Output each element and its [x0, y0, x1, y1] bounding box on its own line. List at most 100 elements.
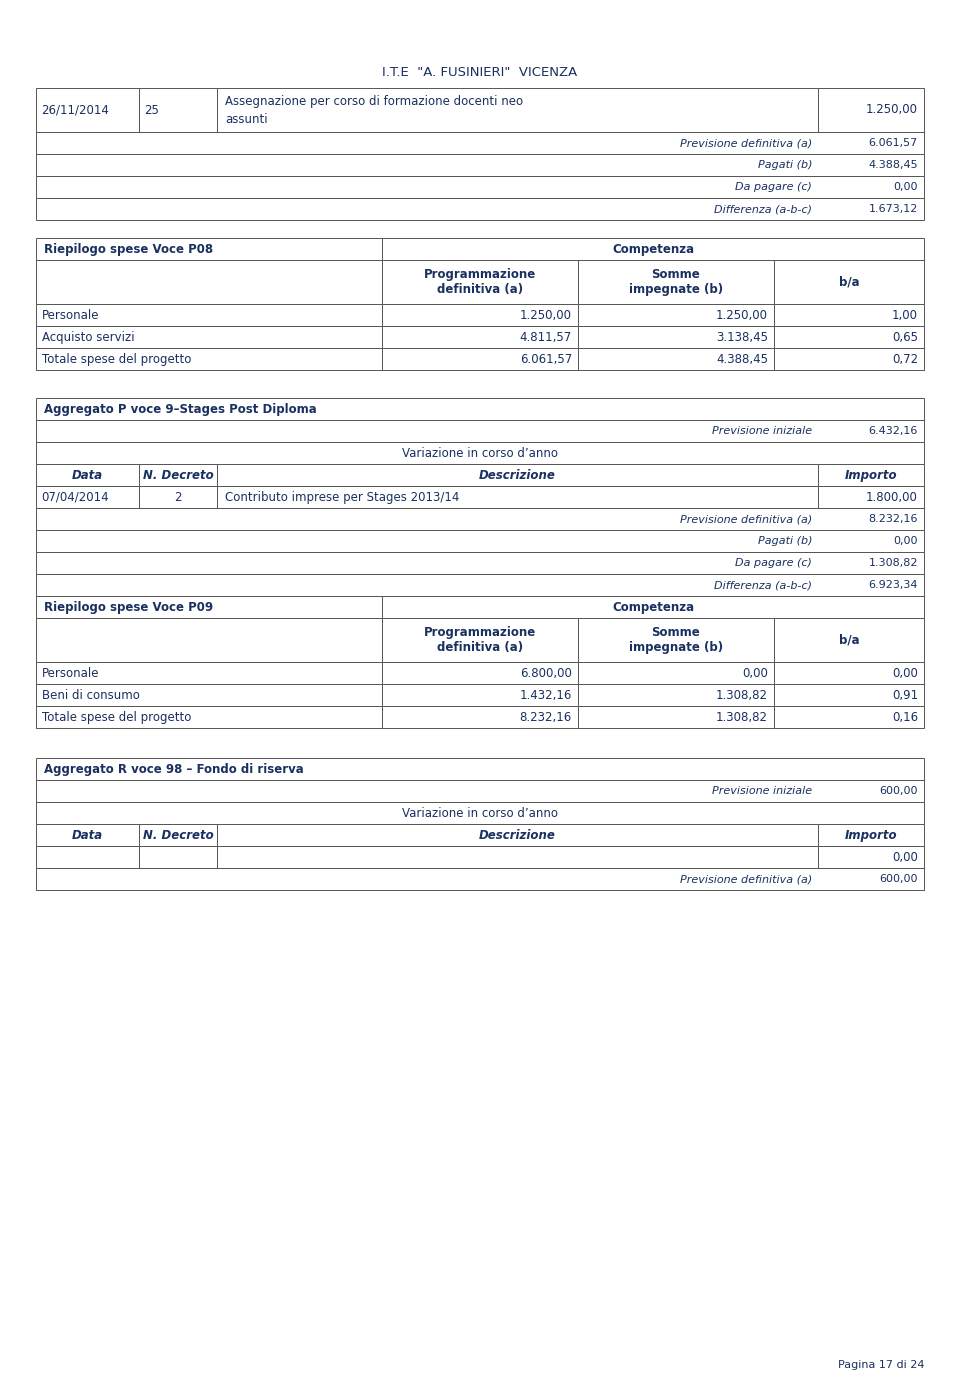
- Bar: [36, 486, 139, 507]
- Text: 1.673,12: 1.673,12: [869, 204, 918, 214]
- Text: 4.811,57: 4.811,57: [519, 331, 572, 343]
- Text: Data: Data: [72, 468, 103, 481]
- Text: 6.800,00: 6.800,00: [520, 666, 572, 680]
- Bar: [578, 304, 774, 327]
- Bar: [36, 619, 382, 662]
- Text: Pagati (b): Pagati (b): [757, 160, 812, 170]
- Bar: [818, 464, 924, 486]
- Text: Previsione iniziale: Previsione iniziale: [712, 785, 812, 796]
- Text: Aggregato P voce 9–Stages Post Diploma: Aggregato P voce 9–Stages Post Diploma: [44, 403, 317, 416]
- Text: 0,00: 0,00: [894, 537, 918, 546]
- Text: Descrizione: Descrizione: [479, 468, 556, 481]
- Text: Variazione in corso d’anno: Variazione in corso d’anno: [402, 806, 558, 820]
- Text: 1.308,82: 1.308,82: [716, 688, 768, 702]
- Text: Competenza: Competenza: [612, 600, 694, 613]
- Bar: [36, 132, 924, 154]
- Bar: [36, 706, 382, 728]
- Bar: [217, 847, 818, 867]
- Bar: [818, 824, 924, 847]
- Text: N. Decreto: N. Decreto: [143, 468, 213, 481]
- Bar: [36, 260, 382, 304]
- Text: Da pagare (c): Da pagare (c): [735, 182, 812, 192]
- Text: Riepilogo spese Voce P09: Riepilogo spese Voce P09: [44, 600, 213, 613]
- Text: 0,00: 0,00: [894, 182, 918, 192]
- Text: 8.232,16: 8.232,16: [519, 710, 572, 724]
- Bar: [36, 662, 382, 684]
- Bar: [774, 619, 924, 662]
- Bar: [36, 348, 382, 370]
- Text: Personale: Personale: [42, 309, 100, 321]
- Text: 07/04/2014: 07/04/2014: [41, 491, 108, 503]
- Bar: [774, 662, 924, 684]
- Text: N. Decreto: N. Decreto: [143, 828, 213, 841]
- Bar: [36, 197, 924, 220]
- Text: Programmazione: Programmazione: [424, 268, 536, 281]
- Text: Beni di consumo: Beni di consumo: [42, 688, 140, 702]
- Bar: [36, 327, 382, 348]
- Text: Totale spese del progetto: Totale spese del progetto: [42, 353, 191, 366]
- Bar: [774, 706, 924, 728]
- Text: 4.388,45: 4.388,45: [869, 160, 918, 170]
- Bar: [36, 802, 924, 824]
- Bar: [36, 238, 382, 260]
- Bar: [36, 530, 924, 552]
- Text: Previsione definitiva (a): Previsione definitiva (a): [680, 874, 812, 884]
- Bar: [139, 464, 217, 486]
- Text: Da pagare (c): Da pagare (c): [735, 557, 812, 569]
- Text: Pagina 17 di 24: Pagina 17 di 24: [837, 1359, 924, 1371]
- Text: definitiva (a): definitiva (a): [437, 641, 523, 655]
- Bar: [36, 507, 924, 530]
- Text: Previsione definitiva (a): Previsione definitiva (a): [680, 138, 812, 147]
- Text: impegnate (b): impegnate (b): [629, 641, 723, 655]
- Bar: [382, 619, 578, 662]
- Text: 0,00: 0,00: [742, 666, 768, 680]
- Bar: [818, 88, 924, 132]
- Text: 0,72: 0,72: [892, 353, 918, 366]
- Text: Programmazione: Programmazione: [424, 626, 536, 638]
- Bar: [382, 684, 578, 706]
- Bar: [382, 260, 578, 304]
- Text: b/a: b/a: [839, 275, 859, 289]
- Bar: [36, 596, 382, 619]
- Bar: [36, 442, 924, 464]
- Bar: [818, 847, 924, 867]
- Text: 1.250,00: 1.250,00: [520, 309, 572, 321]
- Text: 600,00: 600,00: [879, 785, 918, 796]
- Bar: [139, 88, 217, 132]
- Text: 0,16: 0,16: [892, 710, 918, 724]
- Text: Assegnazione per corso di formazione docenti neo: Assegnazione per corso di formazione doc…: [225, 95, 523, 107]
- Bar: [36, 177, 924, 197]
- Text: 1,00: 1,00: [892, 309, 918, 321]
- Bar: [36, 867, 924, 890]
- Bar: [382, 706, 578, 728]
- Bar: [382, 596, 924, 619]
- Bar: [578, 706, 774, 728]
- Text: Personale: Personale: [42, 666, 100, 680]
- Text: 600,00: 600,00: [879, 874, 918, 884]
- Text: b/a: b/a: [839, 634, 859, 646]
- Bar: [818, 486, 924, 507]
- Text: Acquisto servizi: Acquisto servizi: [42, 331, 134, 343]
- Text: Variazione in corso d’anno: Variazione in corso d’anno: [402, 446, 558, 460]
- Text: 1.250,00: 1.250,00: [716, 309, 768, 321]
- Text: Riepilogo spese Voce P08: Riepilogo spese Voce P08: [44, 242, 213, 256]
- Bar: [36, 154, 924, 177]
- Text: Previsione definitiva (a): Previsione definitiva (a): [680, 514, 812, 524]
- Bar: [217, 486, 818, 507]
- Text: Descrizione: Descrizione: [479, 828, 556, 841]
- Text: 1.250,00: 1.250,00: [866, 103, 918, 117]
- Text: Importo: Importo: [845, 468, 898, 481]
- Text: 6.923,34: 6.923,34: [869, 580, 918, 589]
- Bar: [36, 847, 139, 867]
- Bar: [774, 348, 924, 370]
- Text: 0,65: 0,65: [892, 331, 918, 343]
- Text: Competenza: Competenza: [612, 242, 694, 256]
- Text: 1.308,82: 1.308,82: [716, 710, 768, 724]
- Bar: [774, 327, 924, 348]
- Text: 6.432,16: 6.432,16: [869, 425, 918, 436]
- Text: 3.138,45: 3.138,45: [716, 331, 768, 343]
- Text: 4.388,45: 4.388,45: [716, 353, 768, 366]
- Bar: [139, 486, 217, 507]
- Bar: [36, 88, 139, 132]
- Text: Pagati (b): Pagati (b): [757, 537, 812, 546]
